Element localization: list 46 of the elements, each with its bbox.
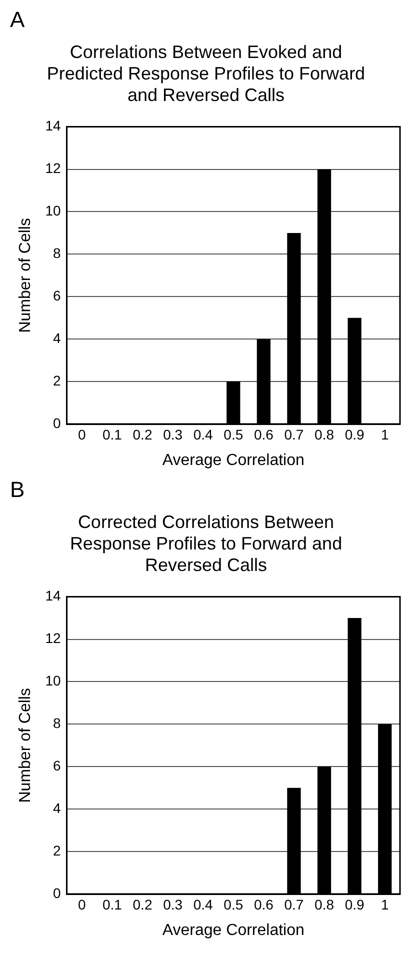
x-tick-label: 0.6 xyxy=(254,896,274,912)
y-tick-label: 10 xyxy=(45,202,61,219)
y-tick-label: 8 xyxy=(52,715,61,732)
y-tick-label: 2 xyxy=(52,372,61,388)
x-tick-label: 1 xyxy=(380,896,389,912)
y-tick-label: 4 xyxy=(52,800,61,816)
chart-title: Correlations Between Evoked and Predicted Response Profiles to Forward and Reversed Calls xyxy=(46,42,366,105)
x-tick-label: 0 xyxy=(78,896,86,912)
y-tick-label: 4 xyxy=(52,330,61,346)
x-tick-label: 0.1 xyxy=(102,896,122,912)
x-tick-label: 0.5 xyxy=(224,896,244,912)
x-tick-label: 0.7 xyxy=(284,896,304,912)
y-tick-label: 12 xyxy=(45,160,61,176)
x-axis-title: Average Correlation xyxy=(162,922,304,939)
y-tick-label: 14 xyxy=(45,118,61,134)
y-tick-label: 0 xyxy=(52,414,61,431)
y-tick-label: 8 xyxy=(52,245,61,262)
chart-title: Corrected Correlations Between Response Profiles to Forward and Reversed Calls xyxy=(70,512,342,575)
x-axis-title: Average Correlation xyxy=(162,452,304,469)
x-tick-label: 0.5 xyxy=(224,426,244,442)
x-tick-label: 0.8 xyxy=(314,426,334,442)
x-tick-label: 0.4 xyxy=(193,426,214,442)
x-tick-label: 0.9 xyxy=(344,426,364,442)
x-tick-label: 0.7 xyxy=(284,426,304,442)
y-tick-label: 10 xyxy=(45,672,61,689)
x-tick-label: 0.2 xyxy=(132,426,152,442)
y-tick-label: 2 xyxy=(52,842,61,858)
x-tick-label: 0.8 xyxy=(314,896,334,912)
y-tick-label: 14 xyxy=(45,588,61,604)
text: B xyxy=(10,477,25,502)
x-tick-label: 0.9 xyxy=(344,896,364,912)
x-tick-label: 0.3 xyxy=(163,896,183,912)
text: A xyxy=(10,7,25,32)
y-tick-label: 6 xyxy=(52,757,61,774)
y-axis-title: Number of Cells xyxy=(17,218,34,333)
y-tick-label: 12 xyxy=(45,630,61,646)
y-tick-label: 0 xyxy=(52,884,61,901)
x-tick-label: 0.3 xyxy=(163,426,183,442)
y-tick-label: 6 xyxy=(52,287,61,304)
x-tick-label: 0.4 xyxy=(193,896,214,912)
x-tick-label: 0.6 xyxy=(254,426,274,442)
x-tick-label: 1 xyxy=(380,426,389,442)
x-tick-label: 0.1 xyxy=(102,426,122,442)
x-tick-label: 0 xyxy=(78,426,86,442)
y-axis-title: Number of Cells xyxy=(17,688,34,803)
x-tick-label: 0.2 xyxy=(132,896,152,912)
